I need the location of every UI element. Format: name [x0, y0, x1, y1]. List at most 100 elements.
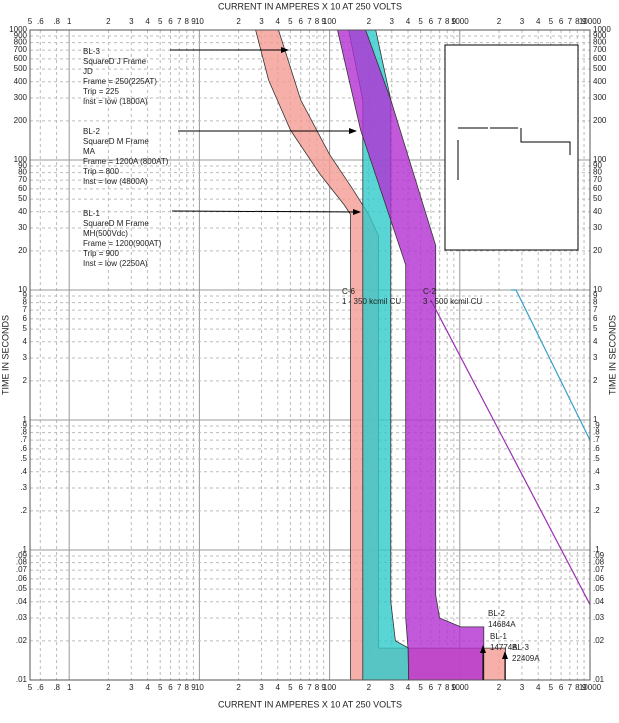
y-tick-label: .07 [593, 565, 605, 574]
damage-curve [510, 289, 590, 441]
inst-label: 22409A [512, 654, 540, 663]
y-tick-label: .7 [20, 435, 27, 444]
x-tick-label: 5 [158, 17, 163, 26]
y-tick-label: .03 [16, 613, 28, 622]
y-tick-label: 10 [18, 285, 27, 294]
y-tick-label: 7 [23, 305, 28, 314]
y-tick-label: 2 [23, 376, 28, 385]
y-tick-label: 3 [23, 353, 28, 362]
y-tick-label: 700 [593, 45, 607, 54]
y-tick-label: 9 [23, 291, 28, 300]
y-tick-label: 70 [18, 175, 27, 184]
x-tick-label: 5 [28, 683, 33, 692]
y-tick-label: .04 [593, 597, 605, 606]
y-tick-label: .02 [593, 636, 605, 645]
x-tick-label: .6 [37, 17, 44, 26]
x-tick-label: 9 [191, 683, 196, 692]
legend-box [444, 44, 579, 251]
x-tick-label: 9 [582, 17, 587, 26]
x-tick-label: 9 [321, 17, 326, 26]
y-tick-label: 800 [593, 38, 607, 47]
y-tick-label: .05 [593, 584, 605, 593]
inst-label: BL-3 [512, 643, 529, 652]
x-tick-label: 3 [520, 683, 525, 692]
x-tick-label: 3 [129, 683, 134, 692]
x-tick-label: 1000 [451, 683, 469, 692]
y-tick-label: 6 [593, 314, 598, 323]
y-tick-label: 5 [23, 324, 28, 333]
y-tick-label: 8 [23, 298, 28, 307]
y-tick-label: 100 [593, 155, 607, 164]
y-tick-label: .7 [593, 435, 600, 444]
x-tick-label: 9 [582, 683, 587, 692]
x-tick-label: 8 [575, 17, 580, 26]
y-tick-label: .6 [593, 444, 600, 453]
y-tick-label: 40 [593, 207, 602, 216]
x-tick-label: 10000 [579, 683, 602, 692]
x-tick-label: 8 [445, 683, 450, 692]
x-tick-label: 8 [185, 17, 190, 26]
x-tick-label: .8 [53, 17, 60, 26]
y-tick-label: .3 [20, 483, 27, 492]
x-tick-label: 5 [549, 17, 554, 26]
x-tick-label: 6 [298, 683, 303, 692]
y-tick-label: 20 [18, 246, 27, 255]
x-tick-label: 7 [568, 17, 573, 26]
x-axis-title: CURRENT IN AMPERES X 10 AT 250 VOLTS [218, 1, 402, 11]
inst-label: BL-1 [490, 632, 507, 641]
x-tick-label: 5 [288, 17, 293, 26]
x-tick-label: 7 [307, 683, 312, 692]
y-tick-label: 500 [14, 64, 28, 73]
y-tick-label: .1 [20, 545, 27, 554]
x-tick-label: 2 [106, 17, 111, 26]
x-tick-label: 8 [185, 683, 190, 692]
y-tick-label: .5 [593, 454, 600, 463]
x-tick-label: 10000 [579, 17, 602, 26]
y-tick-label: 800 [14, 38, 28, 47]
device-note: Frame = 1200(900AT) [83, 239, 162, 248]
x-tick-label: 8 [315, 17, 320, 26]
device-note: Trip = 225 [83, 87, 119, 96]
x-tick-label: 8 [445, 17, 450, 26]
x-tick-label: 3 [389, 17, 394, 26]
x-tick-label: 4 [145, 683, 150, 692]
y-tick-label: 1000 [593, 25, 611, 34]
y-tick-label: .02 [16, 636, 28, 645]
y-tick-label: .06 [593, 574, 605, 583]
y-tick-label: 400 [593, 77, 607, 86]
y-tick-label: 60 [593, 184, 602, 193]
cable-label: 3 - 500 kcmil CU [423, 297, 482, 306]
y-tick-label: 2 [593, 376, 598, 385]
y-tick-label: 300 [14, 93, 28, 102]
x-tick-label: 6 [559, 17, 564, 26]
device-note: Frame = 1200A (800AT) [83, 157, 169, 166]
x-tick-label: 9 [452, 17, 457, 26]
y-tick-label: 6 [23, 314, 28, 323]
y-tick-label: .2 [20, 506, 27, 515]
x-tick-label: 7 [177, 683, 182, 692]
x-tick-label: 1 [67, 17, 72, 26]
time-current-band [337, 30, 485, 680]
x-tick-label: 7 [437, 683, 442, 692]
x-tick-label: 4 [276, 683, 281, 692]
y-tick-label: .9 [20, 421, 27, 430]
damage-curve [430, 299, 590, 605]
plot-frame [29, 29, 591, 681]
x-tick-label: 8 [575, 683, 580, 692]
y-tick-label: .06 [16, 574, 28, 583]
y-tick-label: 80 [593, 168, 602, 177]
y-tick-label: 4 [593, 337, 598, 346]
x-tick-label: .6 [37, 683, 44, 692]
x-tick-label: 10 [195, 683, 204, 692]
y-tick-label: 90 [18, 161, 27, 170]
x-tick-label: 7 [177, 17, 182, 26]
x-tick-label: 6 [559, 683, 564, 692]
cable-label: C-2 [423, 287, 436, 296]
y-tick-label: .03 [593, 613, 605, 622]
x-tick-label: 9 [452, 683, 457, 692]
x-tick-label: 9 [191, 17, 196, 26]
y-tick-label: 900 [14, 31, 28, 40]
y-tick-label: .5 [20, 454, 27, 463]
y-tick-label: 20 [593, 246, 602, 255]
